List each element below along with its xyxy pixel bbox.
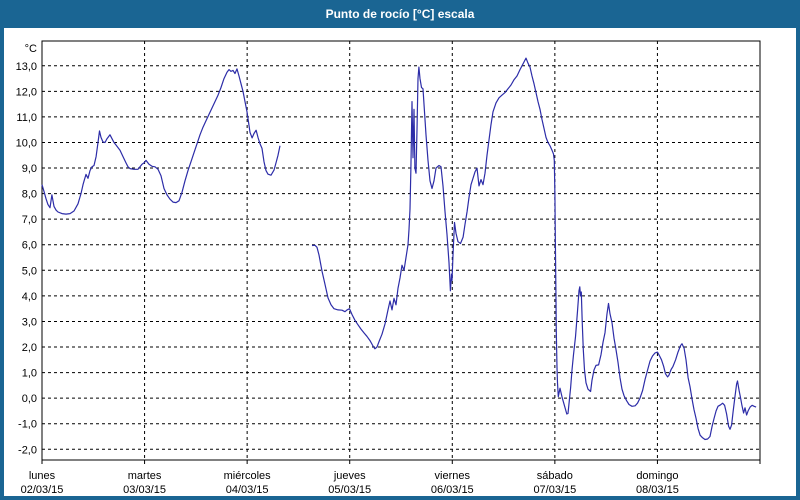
x-axis-date-label: 02/03/15 (21, 484, 64, 496)
y-axis-tick-label: 7,0 (22, 214, 37, 226)
y-axis-tick-label: 9,0 (22, 163, 37, 175)
y-axis-tick-label: 3,0 (22, 316, 37, 328)
x-axis-day-label: jueves (333, 470, 366, 482)
y-axis-tick-label: -2,0 (18, 444, 37, 456)
chart-content: 13,0 12,0 11,0 10,0 9,0 8,0 7,0 6,0 5,0 4,0 3,0 2,0… (4, 28, 796, 496)
y-axis-tick-label: 12,0 (16, 86, 37, 98)
y-axis-tick-label: 4,0 (22, 291, 37, 303)
x-axis-date-label: 03/03/15 (123, 484, 166, 496)
x-axis-day-label: domingo (636, 470, 678, 482)
x-axis-day-label: miércoles (224, 470, 272, 482)
x-axis-date-label: 08/03/15 (636, 484, 679, 496)
y-axis-tick-label: 2,0 (22, 342, 37, 354)
x-axis-date-label: 06/03/15 (431, 484, 474, 496)
y-axis-tick-label: 10,0 (16, 137, 37, 149)
title-bar: Punto de rocío [°C] escala (0, 0, 800, 28)
y-axis-tick-label: 6,0 (22, 240, 37, 252)
dew-point-chart: 13,0 12,0 11,0 10,0 9,0 8,0 7,0 6,0 5,0 4,0 3,0 2,0… (16, 40, 761, 496)
dew-point-line (41, 68, 281, 215)
x-axis-day-label: martes (128, 470, 162, 482)
y-axis-tick-label: 1,0 (22, 368, 37, 380)
chart-title: Punto de rocío [°C] escala (325, 7, 475, 21)
dew-point-line (311, 57, 757, 441)
x-axis-day-label: sábado (537, 470, 573, 482)
y-axis-tick-label: -1,0 (18, 419, 37, 431)
x-axis-day-label: lunes (29, 470, 56, 482)
plot-border (41, 40, 761, 461)
x-axis-date-label: 04/03/15 (226, 484, 269, 496)
y-axis-unit-label: °C (25, 43, 37, 55)
y-axis-tick-label: 13,0 (16, 61, 37, 73)
y-axis-tick-label: 5,0 (22, 265, 37, 277)
y-axis-tick-label: 8,0 (22, 189, 37, 201)
y-axis-tick-label: 11,0 (16, 112, 37, 124)
x-axis-day-label: viernes (435, 470, 471, 482)
y-axis-tick-label: 0,0 (22, 393, 37, 405)
x-axis-date-label: 07/03/15 (533, 484, 576, 496)
x-axis-date-label: 05/03/15 (328, 484, 371, 496)
